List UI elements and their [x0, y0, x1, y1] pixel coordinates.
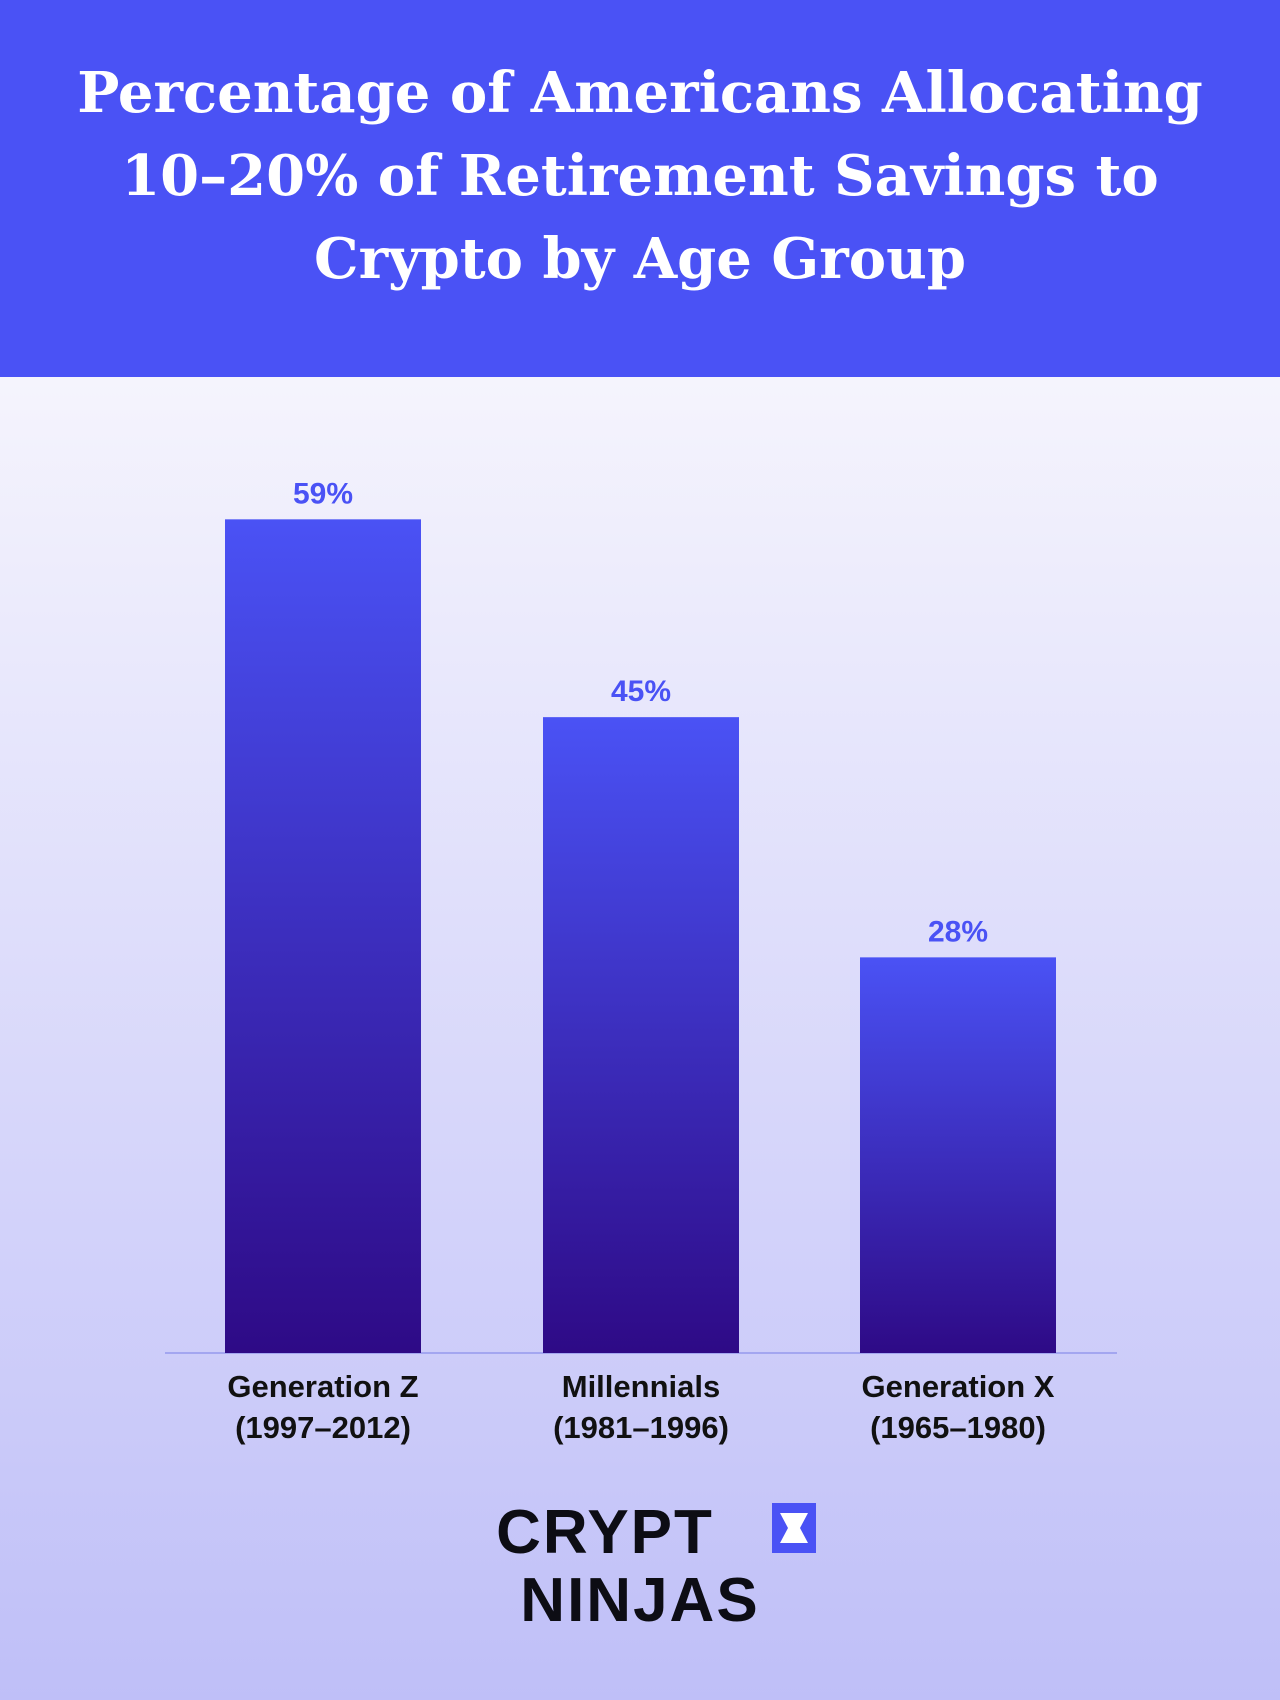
chart-title: Percentage of Americans Allocating 10–20… [77, 60, 1203, 292]
bar [543, 717, 739, 1353]
bar [860, 957, 1056, 1353]
header [0, 0, 1280, 377]
bar [225, 519, 421, 1353]
x-tick-label: Generation Z (1997–2012) [227, 1369, 419, 1445]
x-tick-label: Millennials (1981–1996) [553, 1369, 729, 1445]
x-tick-label: Generation X (1965–1980) [861, 1369, 1055, 1445]
value-label: 59% [293, 477, 353, 510]
value-label: 45% [611, 675, 671, 708]
value-label: 28% [928, 915, 988, 948]
logo-icon-mark [780, 1513, 808, 1543]
logo-text: NINJAS [520, 1566, 759, 1635]
logo-text: CRYPT [496, 1498, 714, 1567]
